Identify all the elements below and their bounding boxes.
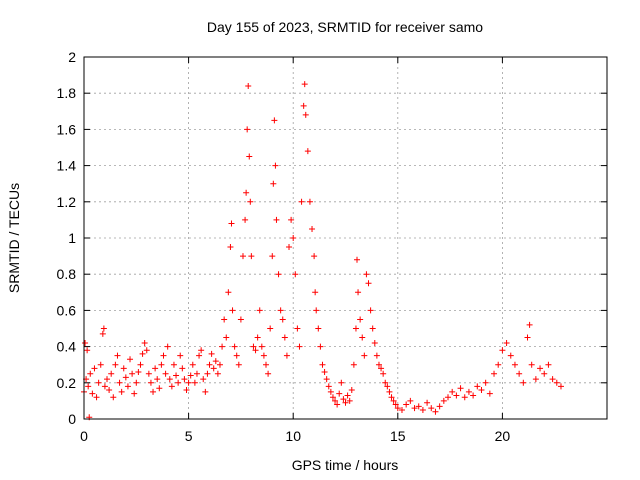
y-tick-label: 1.6 <box>57 121 77 137</box>
y-tick-label: 0.6 <box>57 302 77 318</box>
x-tick-label: 10 <box>285 428 301 444</box>
x-tick-label: 5 <box>185 428 193 444</box>
y-tick-label: 0 <box>68 411 76 427</box>
y-tick-label: 1 <box>68 230 76 246</box>
srmtid-scatter-chart: Day 155 of 2023, SRMTID for receiver sam… <box>0 0 640 480</box>
y-tick-label: 2 <box>68 49 76 65</box>
y-tick-label: 1.4 <box>57 158 77 174</box>
y-tick-label: 1.8 <box>57 85 77 101</box>
x-tick-label: 20 <box>495 428 511 444</box>
x-tick-label: 0 <box>80 428 88 444</box>
y-tick-label: 0.8 <box>57 266 77 282</box>
y-tick-label: 0.2 <box>57 375 77 391</box>
chart-title: Day 155 of 2023, SRMTID for receiver sam… <box>207 19 483 35</box>
x-axis-label: GPS time / hours <box>292 457 399 473</box>
y-tick-label: 0.4 <box>57 339 77 355</box>
y-axis-label: SRMTID / TECUs <box>6 183 22 293</box>
y-tick-label: 1.2 <box>57 194 77 210</box>
x-tick-label: 15 <box>390 428 406 444</box>
chart-background <box>0 0 640 480</box>
